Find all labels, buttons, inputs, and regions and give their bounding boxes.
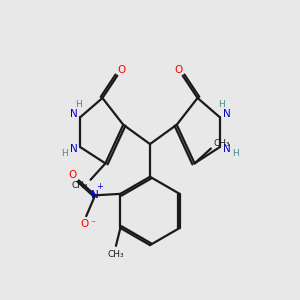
Text: CH₃: CH₃: [108, 250, 124, 259]
Text: CH₃: CH₃: [214, 139, 230, 148]
Text: N: N: [70, 143, 77, 154]
Text: H: H: [75, 100, 82, 109]
Text: H: H: [218, 100, 225, 109]
Text: O: O: [69, 169, 77, 179]
Text: N: N: [223, 109, 230, 119]
Text: N: N: [70, 109, 77, 119]
Text: CH₃: CH₃: [72, 181, 88, 190]
Text: N: N: [223, 143, 230, 154]
Text: ⁻: ⁻: [90, 220, 95, 230]
Text: O: O: [81, 220, 89, 230]
Text: H: H: [232, 149, 239, 158]
Text: N: N: [91, 190, 99, 200]
Text: H: H: [61, 149, 68, 158]
Text: +: +: [96, 182, 103, 191]
Text: O: O: [174, 65, 182, 75]
Text: O: O: [118, 65, 126, 75]
